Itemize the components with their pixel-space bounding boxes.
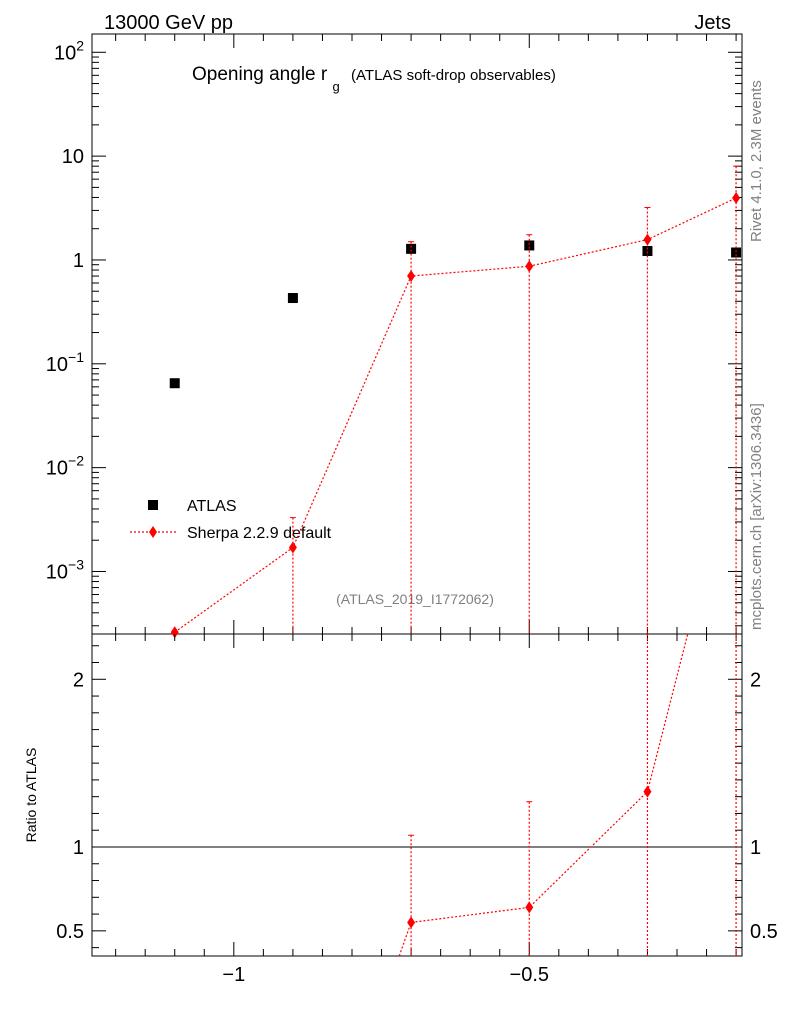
atlas-point — [406, 243, 417, 254]
legend: ATLAS Sherpa 2.2.9 default — [130, 498, 332, 542]
y-tick-exponent: 2 — [76, 37, 84, 53]
ratio-y-tick-label-right: 0.5 — [750, 921, 778, 943]
x-tick-label: −1 — [222, 964, 245, 986]
title-subscript: g — [333, 79, 340, 94]
ratio-y-tick-label-right: 1 — [750, 837, 761, 859]
sherpa-point — [288, 541, 297, 554]
process-label: Jets — [694, 12, 731, 34]
legend-atlas-marker — [148, 500, 158, 510]
legend-sherpa-label: Sherpa 2.2.9 default — [187, 525, 332, 542]
y-tick-label: 10 — [62, 146, 84, 168]
legend-atlas-label: ATLAS — [187, 498, 237, 515]
ratio-y-tick-label: 2 — [73, 669, 84, 691]
y-tick-base: 10 — [54, 42, 76, 64]
y-tick-exponent: −3 — [68, 556, 84, 572]
energy-label: 13000 GeV pp — [104, 12, 233, 34]
rivet-label: Rivet 4.1.0, 2.3M events — [748, 80, 765, 242]
sherpa-point — [732, 192, 741, 205]
sherpa-point — [407, 270, 416, 283]
ratio-y-tick-label: 1 — [73, 837, 84, 859]
atlas-point — [524, 240, 535, 251]
y-tick-base: 10 — [46, 458, 68, 480]
main-panel-frame — [91, 33, 743, 635]
legend-sherpa-marker — [149, 526, 157, 538]
x-tick-label: −0.5 — [510, 964, 549, 986]
ratio-sherpa-line — [398, 633, 689, 957]
plot-title: Opening angle r g (ATLAS soft-drop obser… — [192, 64, 556, 96]
mcplots-label: mcplots.cern.ch [arXiv:1306.3436] — [748, 403, 765, 630]
y-tick-base: 10 — [62, 146, 84, 168]
y-tick-exponent: −2 — [68, 453, 84, 469]
y-tick-base: 1 — [73, 250, 84, 272]
ratio-axis-ticks: −1 −0.5 0.5 0.5 1 1 2 2 — [56, 634, 778, 986]
ratio-sherpa-point — [525, 901, 534, 914]
y-tick-exponent: −1 — [68, 349, 84, 365]
sherpa-point — [525, 260, 534, 273]
atlas-point — [287, 293, 298, 304]
ratio-ylabel: Ratio to ATLAS — [23, 748, 39, 843]
sherpa-line — [174, 197, 737, 633]
ratio-panel-frame — [91, 633, 743, 957]
main-data-marks — [169, 165, 742, 639]
ratio-y-tick-label-right: 2 — [750, 669, 761, 691]
sherpa-point — [643, 233, 652, 246]
sherpa-point — [170, 626, 179, 639]
atlas-point — [642, 245, 653, 256]
atlas-point — [169, 378, 180, 389]
y-tick-label: 10−1 — [46, 349, 84, 376]
ratio-sherpa-point — [407, 916, 416, 929]
title-parenthetical: (ATLAS soft-drop observables) — [351, 67, 556, 84]
y-tick-label: 1 — [73, 250, 84, 272]
ratio-data-marks — [92, 633, 742, 957]
ratio-y-tick-label: 0.5 — [56, 921, 84, 943]
y-tick-label: 10−2 — [46, 453, 84, 480]
y-tick-base: 10 — [46, 354, 68, 376]
y-tick-label: 10−3 — [46, 556, 84, 583]
ratio-sherpa-point — [643, 785, 652, 798]
y-tick-label: 102 — [54, 37, 84, 64]
title-main: Opening angle r — [192, 64, 328, 85]
y-tick-base: 10 — [46, 561, 68, 583]
atlas-point — [731, 247, 742, 258]
analysis-label: (ATLAS_2019_I1772062) — [336, 591, 494, 607]
